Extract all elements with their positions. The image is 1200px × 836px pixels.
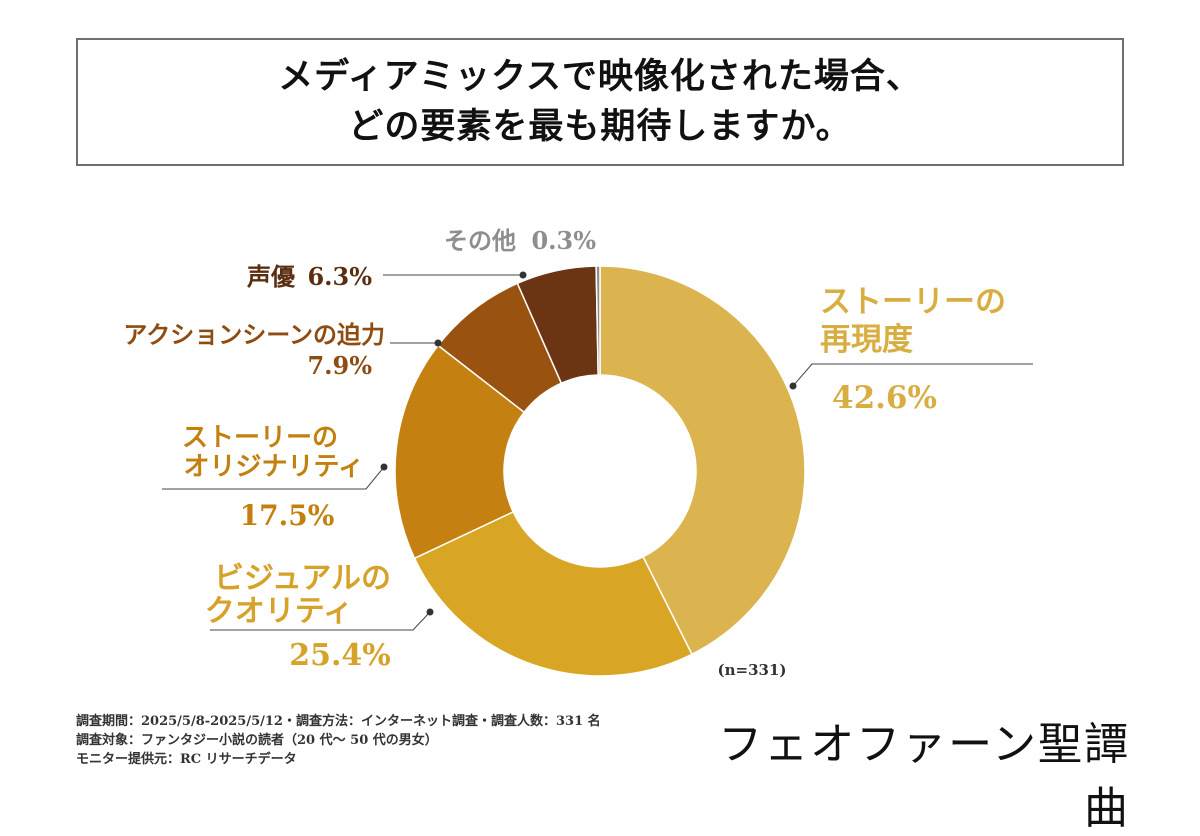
leader-dot-3 xyxy=(434,339,442,347)
slice-label-0-0: ストーリーの xyxy=(820,284,1006,320)
slice-value-2: 17.5% xyxy=(240,499,335,532)
slice-label-0-1: 再現度 xyxy=(820,322,913,358)
slice-label-4-0: 声優 xyxy=(246,262,296,291)
slice-label-2-0: ストーリーの xyxy=(182,423,338,453)
brand-logo-text: フェオファーン聖譚曲 xyxy=(718,719,1130,834)
survey-footnote: 調査期間：2025/5/8-2025/5/12・調査方法：インターネット調査・調… xyxy=(76,712,601,769)
chart-title-line-1: メディアミックスで映像化された場合、 xyxy=(278,56,922,97)
slice-value-0: 42.6% xyxy=(832,380,937,416)
slice-label-2-1: オリジナリティ xyxy=(184,452,364,482)
donut-slice-5 xyxy=(595,265,601,376)
donut-slice-1 xyxy=(413,510,693,677)
slice-value-5: 0.3% xyxy=(531,226,596,255)
leader-line-1 xyxy=(210,611,431,631)
leader-dot-2 xyxy=(380,463,388,471)
slice-value-1: 25.4% xyxy=(289,638,391,673)
survey-period: 調査期間：2025/5/8-2025/5/12・調査方法：インターネット調査・調… xyxy=(76,714,601,729)
leader-dot-1 xyxy=(426,608,434,616)
leader-line-0 xyxy=(792,363,1033,387)
sample-size-label: (n=331) xyxy=(718,661,787,679)
slice-label-1-0: ビジュアルの xyxy=(214,561,391,596)
donut-slice-0 xyxy=(599,265,806,656)
leader-dot-4 xyxy=(519,271,527,279)
slice-label-3-0: アクションシーンの迫力 xyxy=(123,320,385,349)
donut-slice-2 xyxy=(394,344,526,560)
survey-provider: モニター提供元：RC リサーチデータ xyxy=(76,752,297,767)
slice-label-5-0: その他 xyxy=(444,226,516,255)
leader-line-2 xyxy=(162,466,385,490)
donut-chart: ストーリーの再現度42.6%ビジュアルのクオリティ25.4%ストーリーのオリジナ… xyxy=(123,226,1033,679)
slice-value-3: 7.9% xyxy=(307,351,372,380)
slice-label-1-1: クオリティ xyxy=(205,594,353,629)
title-box: メディアミックスで映像化された場合、 どの要素を最も期待しますか。 xyxy=(76,38,1124,166)
leader-dot-0 xyxy=(789,382,797,390)
chart-title-line-2: どの要素を最も期待しますか。 xyxy=(348,106,852,147)
slice-value-4: 6.3% xyxy=(307,262,372,291)
survey-target: 調査対象：ファンタジー小説の読者（20 代〜 50 代の男女） xyxy=(76,733,438,748)
